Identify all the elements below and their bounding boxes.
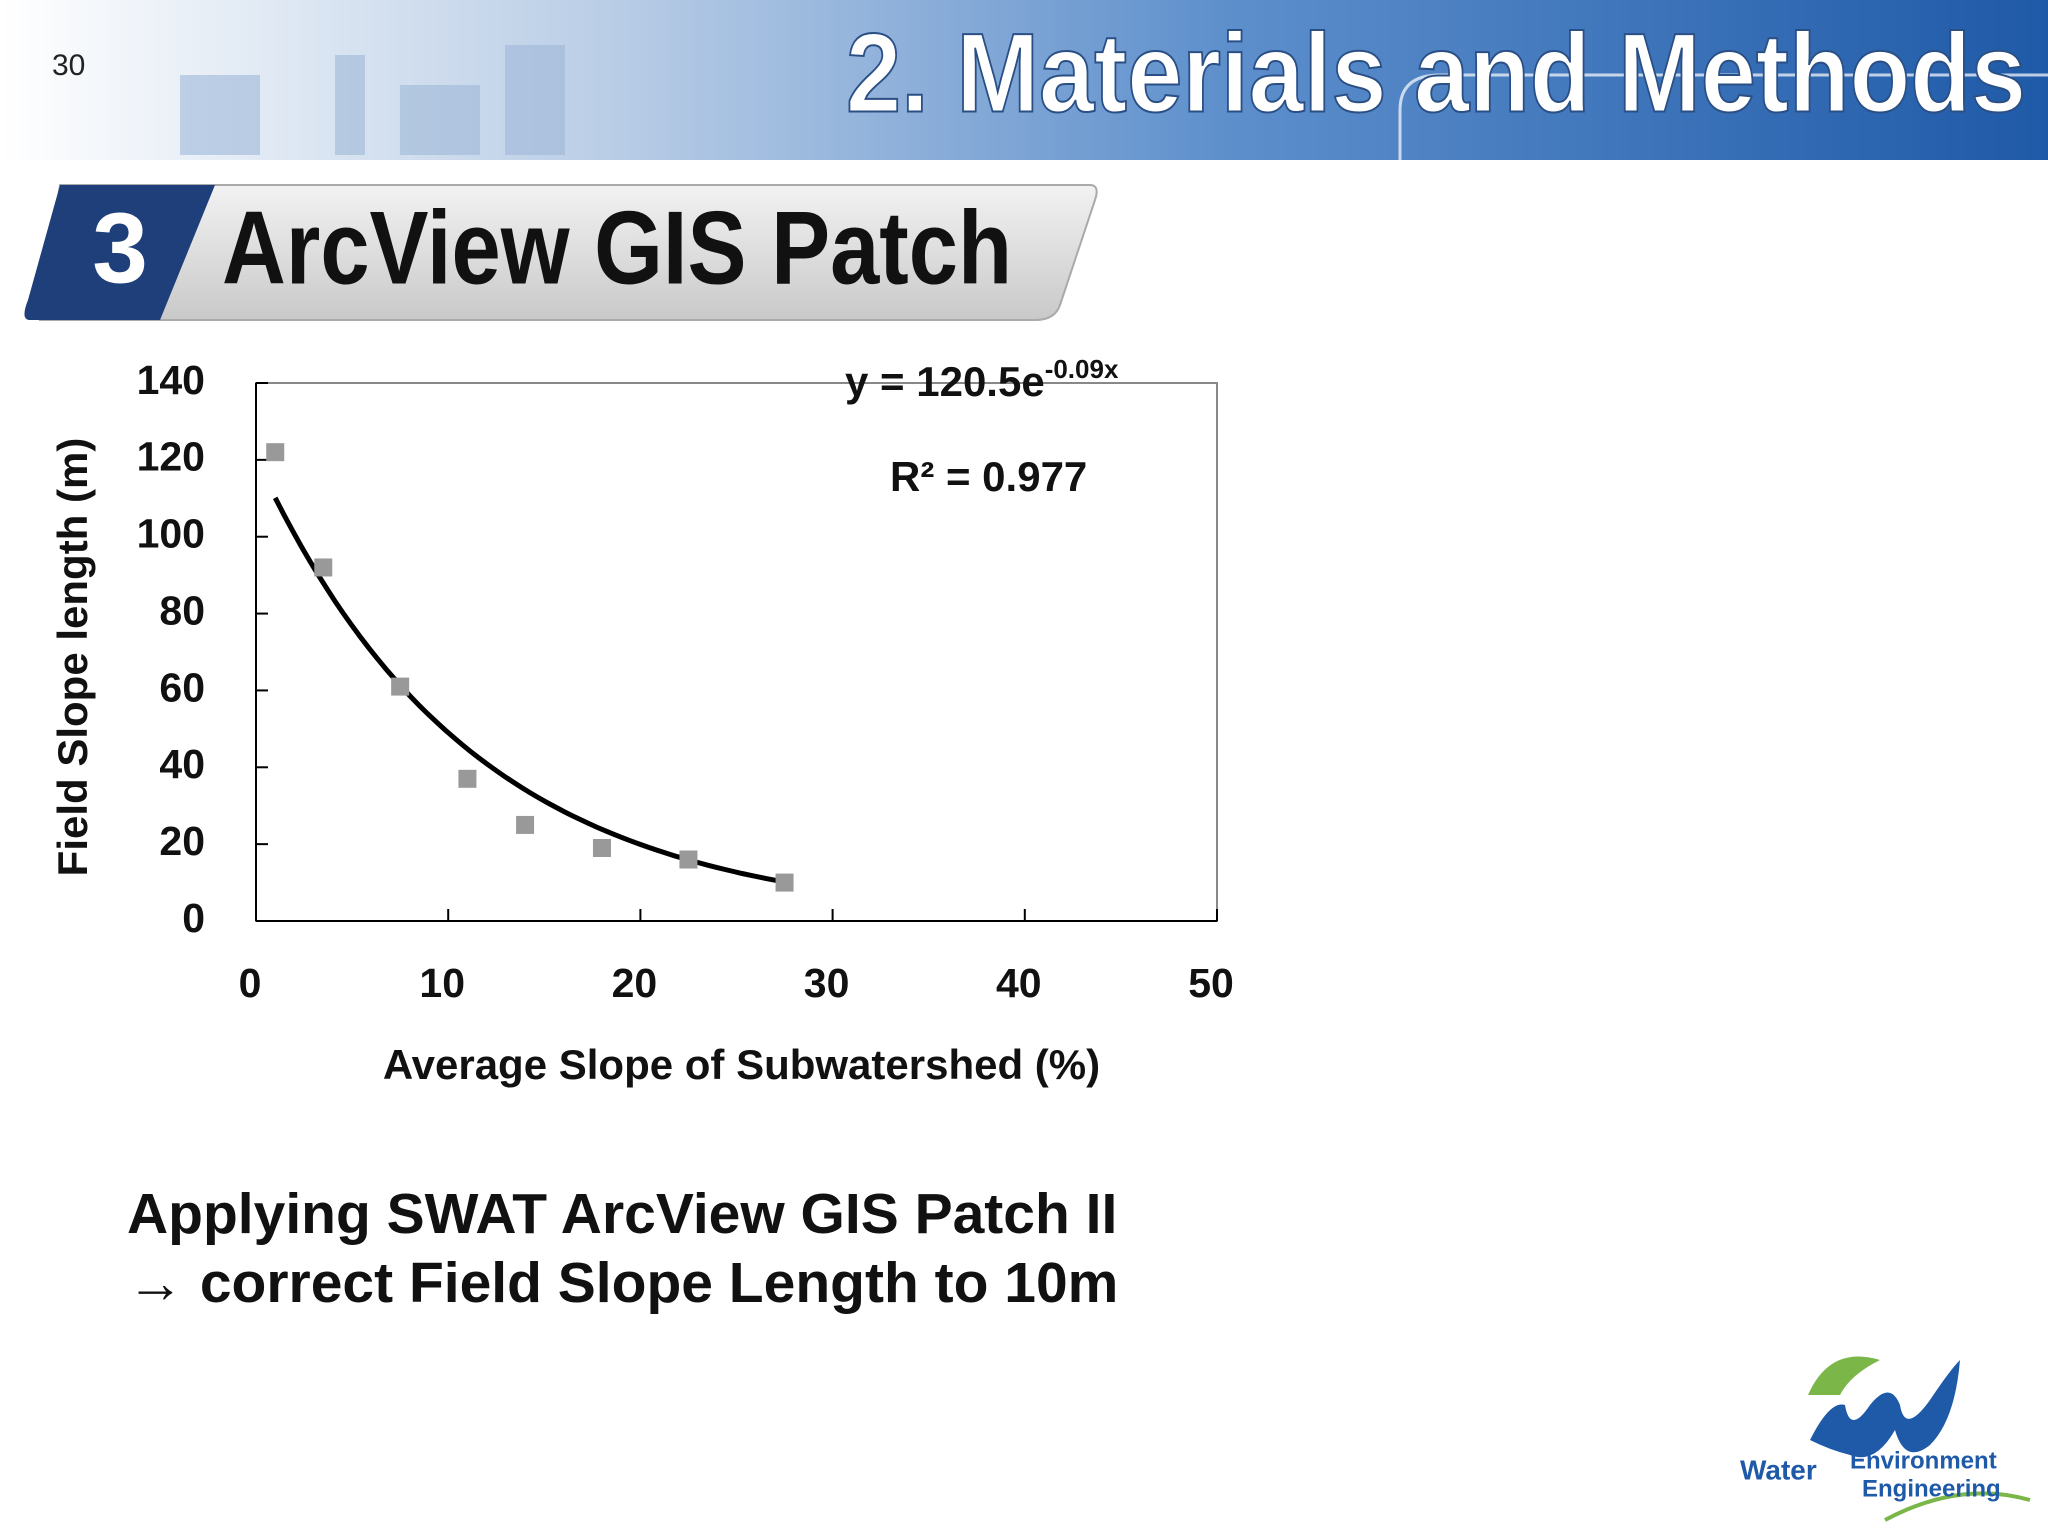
logo: Water Environment Engineering [1740, 1356, 2031, 1522]
logo-text: Environment [1850, 1447, 1997, 1474]
r-squared: R² = 0.977 [890, 453, 1087, 500]
y-tick-label: 100 [137, 511, 205, 557]
point [458, 769, 477, 788]
y-tick-label: 40 [159, 741, 205, 787]
point [266, 443, 285, 462]
equation-exponent: -0.09x [1045, 354, 1119, 384]
header-line [1398, 73, 2048, 160]
slide-number: 30 [52, 49, 85, 82]
point [391, 677, 410, 696]
point [592, 838, 611, 857]
chart: 0 20 40 60 80 100 120 140 0 10 20 30 40 50 Average Slo… [49, 354, 1234, 1088]
logo-text: Engineering [1862, 1475, 2001, 1502]
point [516, 815, 535, 834]
skyline [180, 45, 565, 155]
x-tick-label: 0 [239, 960, 262, 1006]
section-number: 3 [92, 192, 148, 304]
y-tick-label: 20 [159, 818, 205, 864]
x-tick-label: 10 [419, 960, 465, 1006]
x-tick-label: 40 [996, 960, 1042, 1006]
header-title: 2. Materials and Methods [846, 11, 2026, 136]
section-bar [38, 184, 1098, 321]
equation-base: y = 120.5e [845, 358, 1045, 405]
x-tick-label: 20 [612, 960, 658, 1006]
trendline [272, 496, 786, 885]
section-title: ArcView GIS Patch [222, 190, 1012, 306]
x-axis-label: Average Slope of Subwatershed (%) [383, 1041, 1100, 1088]
point [679, 850, 698, 869]
y-tick-label: 140 [137, 357, 205, 403]
x-tick-label: 50 [1188, 960, 1234, 1006]
x-tick-label: 30 [804, 960, 850, 1006]
point [314, 558, 333, 577]
equation: y = 120.5e-0.09x [845, 354, 1119, 405]
body-line: Applying SWAT ArcView GIS Patch II [127, 1182, 1117, 1246]
point [775, 873, 794, 892]
y-tick-label: 60 [159, 664, 205, 710]
y-tick-label: 120 [137, 434, 205, 480]
y-axis-label: Field Slope length (m) [49, 438, 96, 877]
section-badge [24, 185, 216, 320]
body-line: → correct Field Slope Length to 10m [127, 1251, 1118, 1315]
y-tick-label: 0 [182, 895, 205, 941]
logo-text: Water [1740, 1454, 1817, 1485]
y-tick-label: 80 [159, 587, 205, 633]
